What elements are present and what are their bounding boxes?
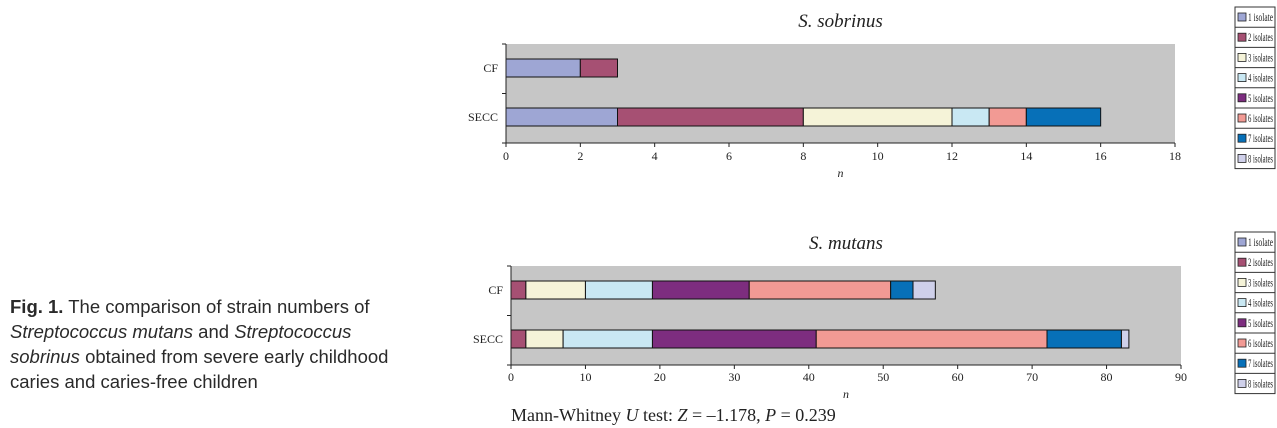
x-tick-label-mutans-0: 0	[508, 370, 514, 384]
bar-segment-sobrinus-cf-1	[505, 58, 581, 78]
stat-prefix: Mann-Whitney	[511, 405, 626, 425]
x-tick-label-mutans-40: 40	[803, 370, 815, 384]
bar-segment-mutans-secc-3	[525, 329, 564, 349]
legend-swatch-mutans-8	[1237, 378, 1247, 388]
category-label-sobrinus-secc: SECC	[468, 110, 498, 124]
chart-title-mutans: S. mutans	[809, 233, 883, 254]
x-tick-label-sobrinus-12: 12	[946, 149, 958, 163]
legend-swatch-sobrinus-7	[1237, 133, 1247, 143]
bar-segment-sobrinus-secc-3	[802, 107, 953, 127]
stat-z: Z	[677, 405, 688, 425]
category-label-mutans-secc: SECC	[473, 332, 503, 346]
caption-label: Fig. 1.	[10, 296, 64, 317]
bar-segment-sobrinus-secc-7	[1025, 107, 1102, 127]
bar-segment-mutans-secc-7	[1046, 329, 1122, 349]
legend-label-mutans-1: 1 isolate	[1248, 237, 1273, 249]
bar-segment-sobrinus-secc-4	[951, 107, 990, 127]
legend-label-mutans-2: 2 isolates	[1248, 257, 1273, 269]
bar-segment-mutans-cf-8	[912, 280, 936, 300]
caption-text-3: obtained from severe early childhood car…	[10, 346, 389, 392]
caption-species-sobrinus: Streptococcus sobrinus	[10, 321, 352, 367]
legend-swatch-mutans-5	[1237, 318, 1247, 328]
bar-segment-sobrinus-cf-2	[579, 58, 618, 78]
legend-label-sobrinus-6: 6 isolates	[1248, 113, 1273, 125]
legend-label-mutans-4: 4 isolates	[1248, 298, 1273, 310]
x-tick-label-sobrinus-4: 4	[652, 149, 658, 163]
x-axis-label-mutans: n	[843, 387, 849, 401]
legend-label-sobrinus-1: 1 isolate	[1248, 12, 1273, 24]
stat-u: U	[625, 405, 639, 425]
caption-species-mutans: Streptococcus mutans	[10, 321, 194, 342]
stat-test: test:	[638, 405, 678, 425]
legend-swatch-mutans-4	[1237, 298, 1247, 308]
statistic-text: Mann-Whitney U test: Z = –1.178, P = 0.2…	[511, 405, 836, 426]
legend-swatch-sobrinus-4	[1237, 73, 1247, 82]
bar-segment-mutans-secc-2	[510, 329, 527, 349]
bar-segment-mutans-cf-6	[748, 280, 892, 300]
x-tick-label-sobrinus-10: 10	[872, 149, 884, 163]
bar-segment-mutans-secc-4	[562, 329, 653, 349]
stat-p-value: = 0.239	[776, 405, 836, 425]
x-tick-label-sobrinus-14: 14	[1020, 149, 1032, 163]
legend-label-mutans-7: 7 isolates	[1248, 358, 1273, 370]
figure-caption: Fig. 1. The comparison of strain numbers…	[10, 294, 410, 428]
legend-label-sobrinus-3: 3 isolates	[1248, 52, 1273, 64]
x-tick-label-mutans-50: 50	[877, 370, 889, 384]
bar-segment-mutans-cf-4	[584, 280, 653, 300]
x-tick-label-mutans-60: 60	[952, 370, 964, 384]
legend-label-sobrinus-7: 7 isolates	[1248, 133, 1273, 145]
legend-swatch-sobrinus-2	[1237, 32, 1247, 42]
legend-label-mutans-3: 3 isolates	[1248, 277, 1273, 289]
x-tick-label-sobrinus-16: 16	[1095, 149, 1107, 163]
legend-swatch-sobrinus-6	[1237, 113, 1247, 123]
legend-swatch-mutans-1	[1237, 237, 1247, 247]
x-tick-label-sobrinus-18: 18	[1169, 149, 1181, 163]
bar-segment-mutans-secc-5	[651, 329, 817, 349]
legend-swatch-mutans-3	[1237, 277, 1247, 287]
stat-z-value: = –1.178,	[687, 405, 766, 425]
bar-segment-mutans-secc-8	[1120, 329, 1130, 349]
bar-segment-mutans-cf-7	[890, 280, 914, 300]
caption-text-2: and	[193, 321, 235, 342]
x-tick-label-mutans-80: 80	[1101, 370, 1113, 384]
legend-label-sobrinus-5: 5 isolates	[1248, 93, 1273, 105]
chart-title-sobrinus: S. sobrinus	[798, 11, 882, 32]
bar-segment-sobrinus-secc-1	[505, 107, 618, 127]
x-tick-label-mutans-20: 20	[654, 370, 666, 384]
bar-segment-sobrinus-secc-6	[988, 107, 1027, 127]
x-axis-label-sobrinus: n	[838, 166, 844, 180]
legend-swatch-mutans-2	[1237, 257, 1247, 267]
bar-segment-mutans-cf-5	[651, 280, 750, 300]
legend-swatch-sobrinus-1	[1237, 12, 1247, 22]
legend-swatch-mutans-7	[1237, 358, 1247, 368]
bar-segment-mutans-cf-2	[510, 280, 527, 300]
legend-swatch-sobrinus-5	[1237, 93, 1247, 103]
legend-swatch-sobrinus-3	[1237, 53, 1247, 62]
bar-segment-mutans-cf-3	[525, 280, 586, 300]
legend-label-mutans-8: 8 isolates	[1248, 378, 1273, 390]
stat-p: P	[765, 405, 777, 425]
legend-swatch-sobrinus-8	[1237, 153, 1247, 163]
x-tick-label-mutans-90: 90	[1175, 370, 1187, 384]
x-tick-label-mutans-10: 10	[579, 370, 591, 384]
bar-segment-sobrinus-secc-2	[617, 107, 804, 127]
legend-label-mutans-5: 5 isolates	[1248, 318, 1273, 330]
legend-label-sobrinus-2: 2 isolates	[1248, 32, 1273, 44]
bar-segment-mutans-secc-6	[815, 329, 1048, 349]
x-tick-label-sobrinus-2: 2	[577, 149, 583, 163]
legend-label-sobrinus-4: 4 isolates	[1248, 73, 1273, 85]
legend-swatch-mutans-6	[1237, 338, 1247, 348]
caption-text-1: The comparison of strain numbers of	[63, 296, 370, 317]
legend-label-sobrinus-8: 8 isolates	[1248, 153, 1273, 165]
category-label-mutans-cf: CF	[488, 283, 503, 297]
x-tick-label-sobrinus-8: 8	[800, 149, 806, 163]
x-tick-label-mutans-30: 30	[728, 370, 740, 384]
x-tick-label-mutans-70: 70	[1026, 370, 1038, 384]
x-tick-label-sobrinus-6: 6	[726, 149, 732, 163]
category-label-sobrinus-cf: CF	[483, 61, 498, 75]
legend-label-mutans-6: 6 isolates	[1248, 338, 1273, 350]
x-tick-label-sobrinus-0: 0	[503, 149, 509, 163]
